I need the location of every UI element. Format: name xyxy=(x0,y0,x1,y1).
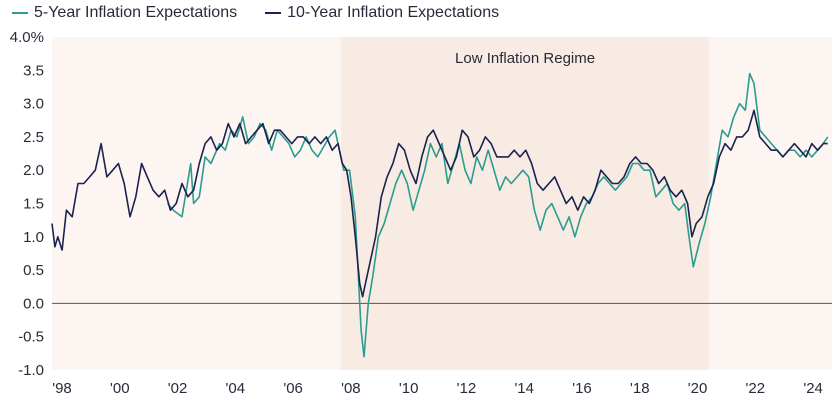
x-axis-ticks: '98 '00 '02 '04 '06 '08 '10 '12 '14 '16 '18 '20 '22 '… xyxy=(52,380,823,397)
legend-label-10-year: 10-Year Inflation Expectations xyxy=(287,4,500,21)
x-tick-label: '24 xyxy=(803,380,823,397)
x-tick-label: '04 xyxy=(226,380,246,397)
legend-item-5-year: 5-Year Inflation Expectations xyxy=(12,4,237,22)
shaded-region-1 xyxy=(340,37,710,370)
y-tick-label: 2.5 xyxy=(23,129,44,146)
y-tick-label: 1.5 xyxy=(23,196,44,213)
x-tick-label: '14 xyxy=(514,380,534,397)
shaded-regions xyxy=(52,37,832,370)
x-tick-label: '20 xyxy=(688,380,708,397)
y-tick-label: 1.0 xyxy=(23,229,44,246)
y-tick-label: 2.0 xyxy=(23,162,44,179)
x-tick-label: '02 xyxy=(168,380,188,397)
x-tick-label: '22 xyxy=(746,380,766,397)
y-tick-label: 4.0% xyxy=(10,29,44,46)
series-5-year-line xyxy=(166,72,829,358)
shaded-region-0 xyxy=(52,37,341,370)
regime-annotation: Low Inflation Regime xyxy=(455,50,595,67)
legend-swatch-5-year xyxy=(12,12,28,14)
x-tick-label: '10 xyxy=(399,380,419,397)
annotations: Low Inflation Regime xyxy=(455,50,595,67)
y-tick-label: 0.0 xyxy=(23,295,44,312)
legend-item-10-year: 10-Year Inflation Expectations xyxy=(265,4,499,22)
series-10-year-line xyxy=(51,109,828,298)
y-axis-ticks: 4.0% 3.5 3.0 2.5 2.0 1.5 1.0 0.5 0.0 -0.5 -1.0 xyxy=(10,29,44,379)
x-tick-label: '98 xyxy=(52,380,72,397)
chart-legend: 5-Year Inflation Expectations 10-Year In… xyxy=(12,4,499,22)
x-tick-label: '12 xyxy=(457,380,477,397)
x-tick-label: '18 xyxy=(630,380,650,397)
series-lines xyxy=(51,72,829,358)
legend-swatch-10-year xyxy=(265,12,282,14)
x-tick-label: '08 xyxy=(341,380,361,397)
legend-label-5-year: 5-Year Inflation Expectations xyxy=(34,4,238,21)
y-tick-label: -0.5 xyxy=(18,329,44,346)
y-tick-label: -1.0 xyxy=(18,362,44,379)
y-tick-label: 0.5 xyxy=(23,262,44,279)
x-tick-label: '06 xyxy=(283,380,303,397)
shaded-region-2 xyxy=(709,37,832,370)
y-tick-label: 3.0 xyxy=(23,96,44,113)
x-tick-label: '00 xyxy=(110,380,130,397)
y-tick-label: 3.5 xyxy=(23,62,44,79)
x-tick-label: '16 xyxy=(572,380,592,397)
